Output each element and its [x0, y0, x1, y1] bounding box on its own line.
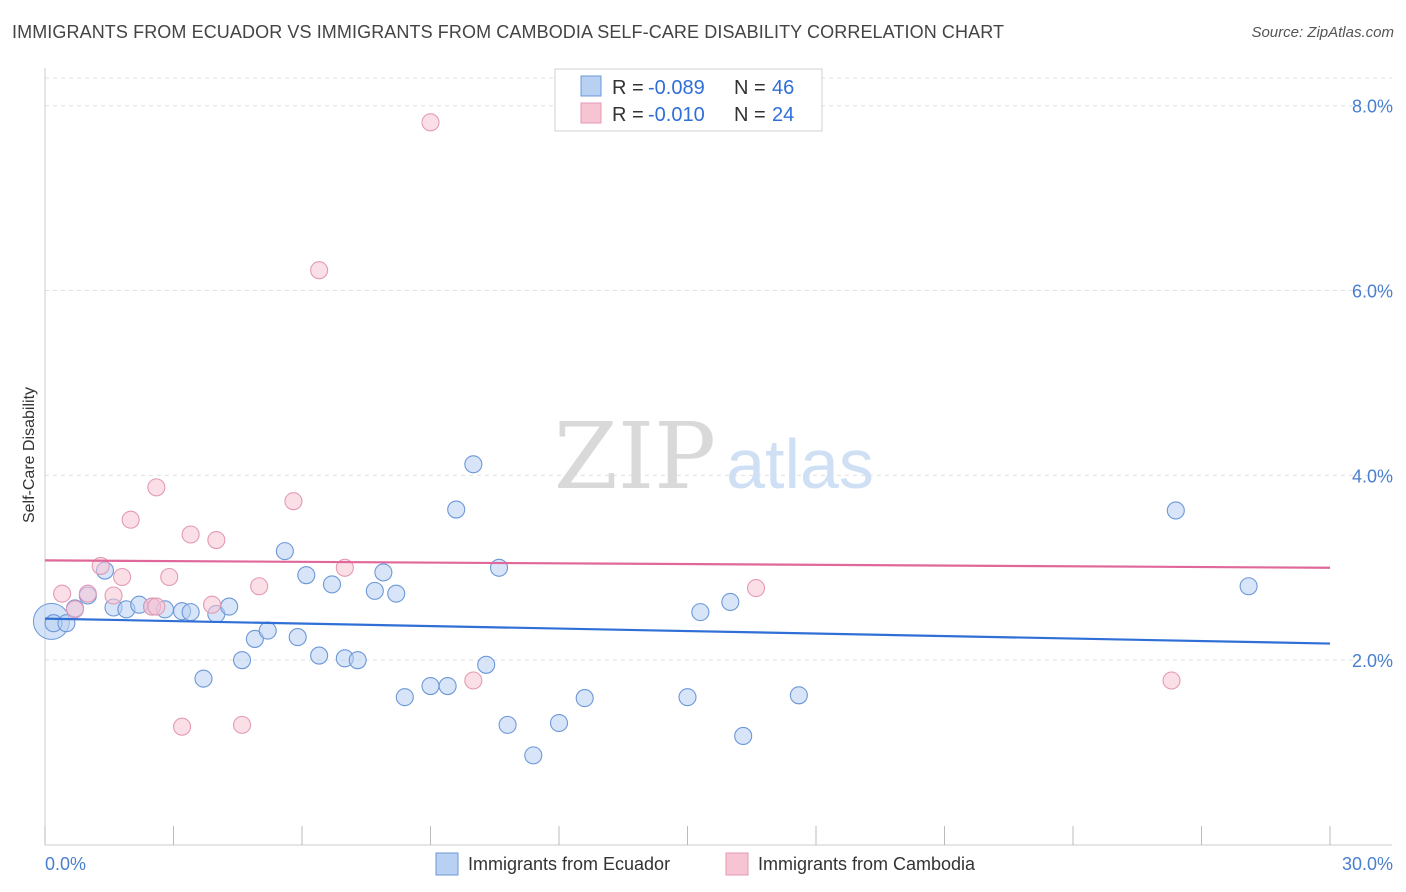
cambodia-point-18: [310, 261, 329, 280]
ecuador-point-12: [194, 669, 213, 688]
stats-legend: R = -0.089 N = 46 R = -0.010 N = 24: [554, 68, 823, 132]
axes: [44, 68, 1392, 846]
watermark-zip: ZIP: [554, 403, 716, 510]
ecuador-point-14: [220, 597, 239, 616]
ecuador-trend-line: [44, 617, 1331, 645]
cambodia-point-2: [78, 584, 97, 603]
trend-lines: [44, 559, 1331, 645]
ecuador-point-40: [691, 603, 710, 622]
cambodia-point-4: [104, 586, 123, 605]
ecuador-point-34: [489, 558, 509, 577]
ecuador-point-30: [438, 677, 457, 696]
x-tick-label-0: 0.0%: [45, 854, 86, 874]
legend-n-value-2: 24: [772, 104, 794, 126]
series-legend-label-ecuador: Immigrants from Ecuador: [468, 854, 670, 874]
ecuador-point-43: [789, 686, 808, 705]
legend-r-value-2: -0.010: [648, 104, 705, 126]
x-tick-labels: 0.0% 30.0%: [45, 854, 1393, 874]
grid-lines: [45, 77, 1392, 661]
legend-swatch-cambodia: [580, 102, 602, 124]
y-tick-label-0: 2.0%: [1352, 651, 1393, 671]
cambodia-point-23: [1162, 671, 1181, 690]
legend-n-value-1: 46: [772, 77, 794, 99]
ecuador-point-29: [421, 677, 440, 696]
y-tick-label-1: 4.0%: [1352, 466, 1393, 486]
cambodia-point-15: [232, 715, 252, 734]
ecuador-point-17: [258, 621, 277, 640]
cambodia-point-5: [113, 567, 132, 587]
cambodia-point-0: [53, 584, 72, 603]
legend-r-label-2: R =: [612, 104, 644, 126]
data-points: [32, 113, 1258, 765]
ecuador-point-27: [387, 584, 406, 603]
legend-n-label-2: N =: [734, 104, 766, 126]
ecuador-point-19: [288, 628, 307, 647]
legend-swatch-ecuador: [580, 75, 602, 97]
y-axis-label: Self-Care Disability: [21, 387, 38, 523]
ecuador-point-31: [447, 500, 466, 519]
ecuador-point-38: [575, 689, 594, 708]
ecuador-point-39: [678, 688, 697, 707]
legend-r-value-1: -0.089: [648, 77, 705, 99]
ecuador-point-41: [721, 592, 740, 612]
ecuador-point-44: [1166, 501, 1185, 520]
ecuador-point-20: [297, 566, 316, 585]
series-legend-swatch-cambodia: [725, 852, 749, 876]
series-legend: Immigrants from Ecuador Immigrants from …: [435, 852, 976, 876]
ecuador-point-28: [395, 688, 414, 707]
legend-r-label-1: R =: [612, 77, 644, 99]
ecuador-point-36: [524, 746, 543, 765]
ecuador-point-26: [374, 563, 393, 582]
series-legend-label-cambodia: Immigrants from Cambodia: [758, 854, 976, 874]
ecuador-point-42: [734, 726, 753, 746]
cambodia-point-6: [121, 510, 140, 529]
legend-n-label-1: N =: [734, 77, 766, 99]
cambodia-point-11: [173, 717, 192, 736]
chart-title: IMMIGRANTS FROM ECUADOR VS IMMIGRANTS FR…: [12, 22, 1005, 42]
ecuador-point-24: [348, 651, 367, 670]
cambodia-point-16: [250, 577, 269, 596]
ecuador-point-45: [1239, 577, 1258, 596]
cambodia-point-14: [207, 530, 226, 550]
y-tick-label-2: 6.0%: [1352, 282, 1393, 302]
ecuador-point-21: [310, 646, 329, 665]
ecuador-point-25: [365, 581, 384, 600]
cambodia-point-17: [284, 492, 303, 511]
ecuador-point-32: [464, 455, 483, 474]
cambodia-point-12: [181, 525, 200, 544]
ecuador-point-16: [245, 629, 264, 648]
watermark-atlas: atlas: [726, 425, 874, 503]
cambodia-point-22: [746, 579, 766, 598]
cambodia-point-10: [160, 567, 179, 587]
ecuador-point-22: [322, 575, 342, 594]
cambodia-point-19: [335, 558, 354, 577]
cambodia-point-20: [421, 113, 440, 132]
ecuador-point-35: [498, 715, 517, 734]
y-tick-label-3: 8.0%: [1352, 97, 1393, 117]
x-tick-label-1: 30.0%: [1342, 854, 1393, 874]
y-tick-labels: 2.0% 4.0% 6.0% 8.0%: [1352, 97, 1393, 671]
cambodia-point-9: [147, 478, 166, 497]
series-legend-swatch-ecuador: [435, 852, 459, 876]
ecuador-point-18: [275, 542, 294, 561]
ecuador-point-37: [549, 713, 569, 733]
cambodia-point-8: [147, 597, 166, 616]
ecuador-point-11: [181, 603, 200, 622]
cambodia-point-21: [464, 671, 483, 690]
ecuador-point-15: [232, 651, 252, 670]
cambodia-point-1: [65, 600, 85, 619]
cambodia-trend-line: [44, 559, 1331, 569]
ecuador-point-33: [477, 655, 496, 674]
cambodia-point-13: [203, 595, 222, 614]
source-label: Source: ZipAtlas.com: [1251, 24, 1394, 41]
